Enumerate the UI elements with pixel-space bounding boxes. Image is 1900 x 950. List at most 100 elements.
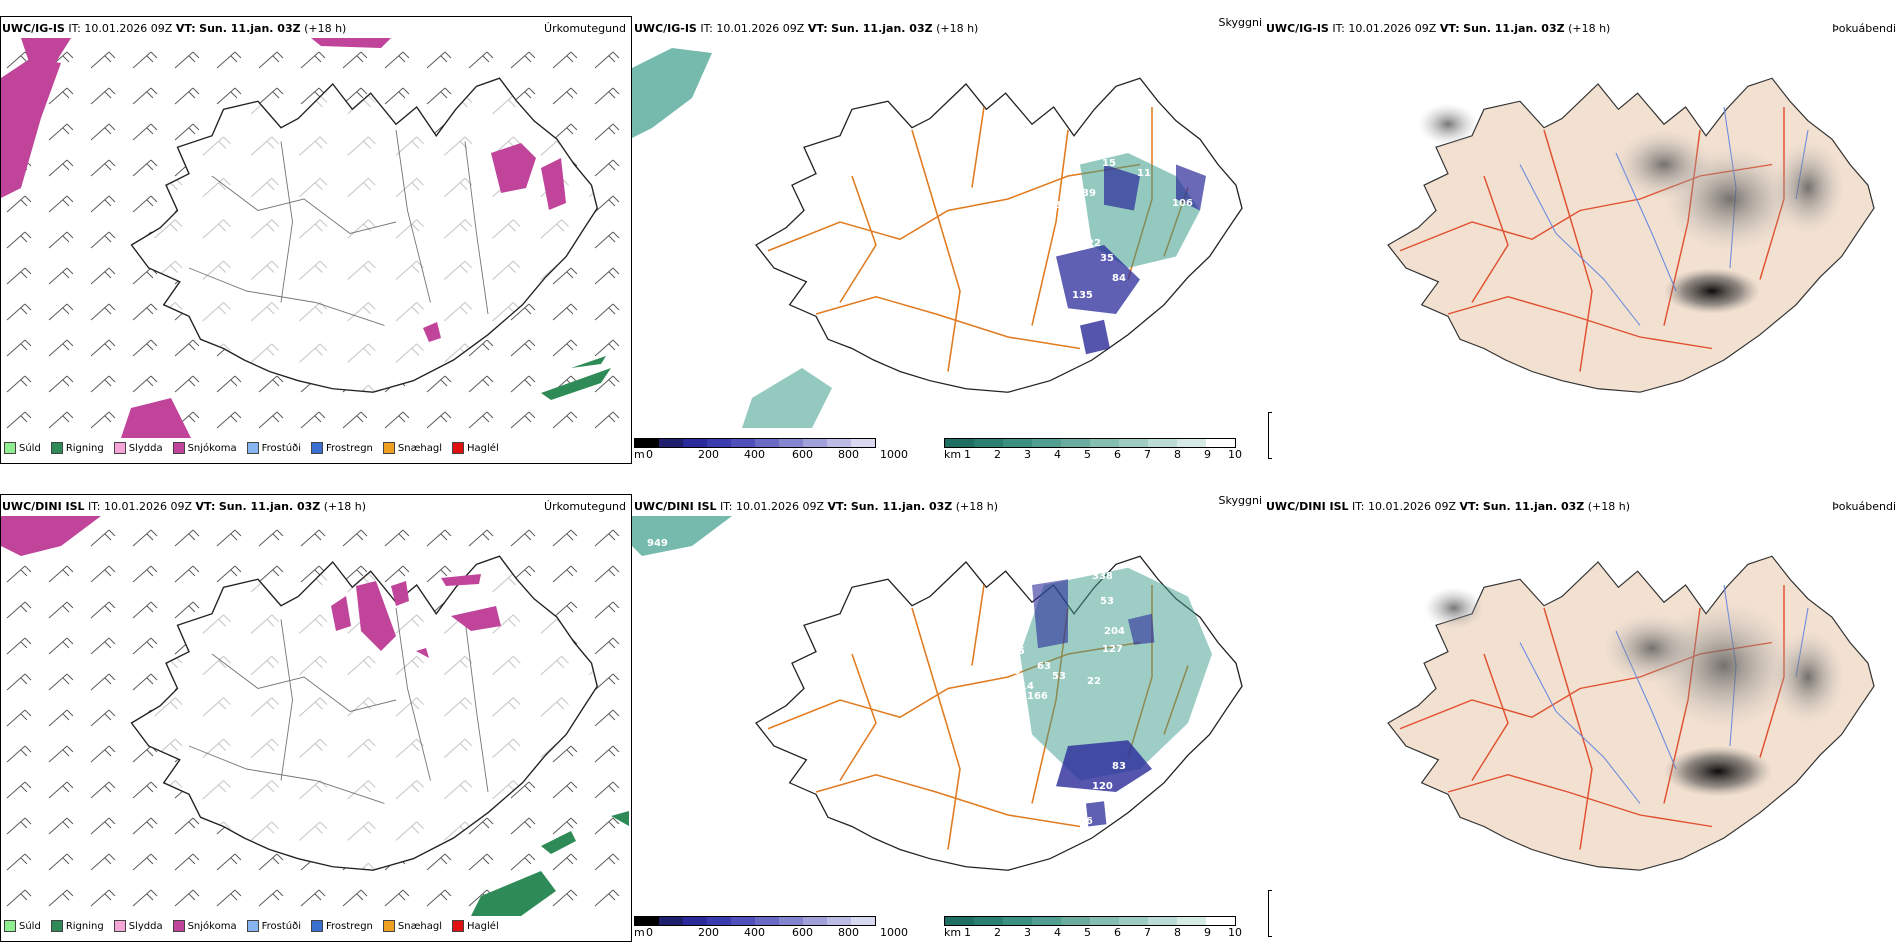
legend-item: Rigning xyxy=(50,920,104,932)
legend-swatch xyxy=(172,442,185,454)
tick-label: 0 xyxy=(646,926,653,939)
vt-label: VT: xyxy=(195,500,216,513)
vt-value: Sun. 11.jan. 03Z xyxy=(218,500,321,513)
visibility-colorbar xyxy=(944,916,1236,926)
ceiling-unit: m xyxy=(634,926,645,939)
vt-label: VT: xyxy=(1459,500,1480,513)
it-value: 10.01.2026 09Z xyxy=(84,22,173,35)
tick-label: 3 xyxy=(1024,448,1031,461)
precip-map xyxy=(1,516,629,916)
ceiling-value-label: 166 xyxy=(1072,816,1093,827)
fog-panel-top: UWC/IG-IS IT: 10.01.2026 09Z VT: Sun. 11… xyxy=(1264,12,1900,464)
it-value: 10.01.2026 09Z xyxy=(736,500,825,513)
legend-swatch xyxy=(113,920,126,932)
ceiling-title: Skyggni xyxy=(1218,16,1262,29)
tick-label: 10 xyxy=(1228,926,1242,939)
vt-value: Sun. 11.jan. 03Z xyxy=(850,500,953,513)
legend-item: Haglél xyxy=(452,920,499,932)
legend-item: Snæhagl xyxy=(382,920,442,932)
ceiling-value-label: 39 xyxy=(1082,188,1096,199)
legend-label: Haglél xyxy=(467,442,499,454)
legend-swatch xyxy=(311,920,323,932)
legend-item: Súld xyxy=(4,920,41,932)
vt-label: VT: xyxy=(175,22,196,35)
ceiling-value-label: 53 xyxy=(1100,596,1114,607)
vt-value: Sun. 11.jan. 03Z xyxy=(1482,500,1585,513)
vt-label: VT: xyxy=(827,500,848,513)
tick-label: 3 xyxy=(1024,926,1031,939)
ceiling-labels-bottom: 338 53 204 127 139 146 63 53 22 166 106 120 83 166 949… xyxy=(632,516,1272,916)
tick-label: 200 xyxy=(698,926,719,939)
fog-legend: 0 60 xyxy=(1268,890,1272,937)
tick-label: 800 xyxy=(838,448,859,461)
tick-label: 9 xyxy=(1204,448,1211,461)
legend-swatch xyxy=(382,920,395,932)
ceiling-value-label: 139 xyxy=(982,616,1003,627)
vt-value: Sun. 11.jan. 03Z xyxy=(1463,22,1565,35)
legend-swatch xyxy=(50,920,63,932)
legend-item: Snæhagl xyxy=(382,442,442,454)
fog-map xyxy=(1387,555,1875,871)
legend-label: Snjókoma xyxy=(187,442,237,454)
ceiling-value-label: 106 xyxy=(1037,796,1058,807)
it-value: 10.01.2026 09Z xyxy=(104,500,193,513)
legend-label: Rigning xyxy=(65,442,104,454)
it-value: 10.01.2026 09Z xyxy=(716,22,805,35)
ceiling-panel-bottom: UWC/DINI ISL IT: 10.01.2026 09Z VT: Sun.… xyxy=(632,490,1272,942)
ceiling-value-label: 335 xyxy=(1004,646,1025,657)
legend-item: Snjókoma xyxy=(172,442,237,454)
panel-header: UWC/DINI ISL IT: 10.01.2026 09Z VT: Sun.… xyxy=(1266,500,1630,513)
legend-swatch xyxy=(4,920,16,932)
ceiling-value-label: 11 xyxy=(1137,168,1151,179)
model-name: UWC/IG-IS xyxy=(2,22,65,35)
fog-title: Þokuábendi xyxy=(1832,22,1896,35)
fog-title: Þokuábendi xyxy=(1832,500,1896,513)
it-label: IT: xyxy=(68,22,81,35)
it-label: IT: xyxy=(1332,22,1345,35)
legend-item: Slydda xyxy=(113,920,163,932)
it-label: IT: xyxy=(720,500,733,513)
it-label: IT: xyxy=(1352,500,1365,513)
tick-label: 1000 xyxy=(880,448,908,461)
legend-swatch xyxy=(50,442,63,454)
ceiling-labels-top: 15 11 106 185 12 22 35 84 129 135 39 xyxy=(632,38,1272,438)
lead-time: (+18 h) xyxy=(955,500,999,513)
ceiling-colorbar xyxy=(634,438,876,448)
precip-title: Úrkomutegund xyxy=(544,22,626,35)
tick-label: 600 xyxy=(792,926,813,939)
tick-label: 600 xyxy=(792,448,813,461)
vt-value: Sun. 11.jan. 03Z xyxy=(831,22,933,35)
legend-label: Rigning xyxy=(65,920,104,932)
lead-time: (+18 h) xyxy=(1568,22,1611,35)
it-label: IT: xyxy=(700,22,713,35)
legend-label: Snjókoma xyxy=(187,920,237,932)
legend-swatch xyxy=(4,442,16,454)
ceiling-value-label: 166 xyxy=(1027,691,1048,702)
ceiling-value-label: 22 xyxy=(1087,238,1101,249)
tick-label: 400 xyxy=(744,926,765,939)
legend-item: Slydda xyxy=(113,442,163,454)
visibility-unit: km xyxy=(944,448,962,461)
ceiling-value-label: 949 xyxy=(647,538,668,549)
legend-label: Slydda xyxy=(128,920,163,932)
visibility-colorbar xyxy=(944,438,1236,448)
legend-label: Slydda xyxy=(128,442,163,454)
precip-legend: Súld Rigning Slydda Snjókoma Frostúði Fr… xyxy=(4,920,499,932)
legend-label: Frostúði xyxy=(261,442,301,454)
tick-label: 10 xyxy=(1228,448,1242,461)
legend-swatch xyxy=(382,442,395,454)
ceiling-value-label: 63 xyxy=(1037,661,1051,672)
it-value: 10.01.2026 09Z xyxy=(1348,22,1437,35)
ceiling-value-label: 12 xyxy=(1032,228,1046,239)
ceiling-value-label: 120 xyxy=(1092,781,1113,792)
precip-title: Úrkomutegund xyxy=(544,500,626,513)
tick-label: 5 xyxy=(1084,926,1091,939)
ceiling-value-label: 15 xyxy=(1102,158,1116,169)
model-name: UWC/IG-IS xyxy=(634,22,697,35)
tick-label: 0 xyxy=(646,448,653,461)
panel-header: UWC/IG-IS IT: 10.01.2026 09Z VT: Sun. 11… xyxy=(634,22,978,35)
ceiling-value-label: 338 xyxy=(1092,571,1113,582)
legend-swatch xyxy=(311,442,323,454)
tick-label: 4 xyxy=(1054,926,1061,939)
legend-item: Frostregn xyxy=(311,920,373,932)
